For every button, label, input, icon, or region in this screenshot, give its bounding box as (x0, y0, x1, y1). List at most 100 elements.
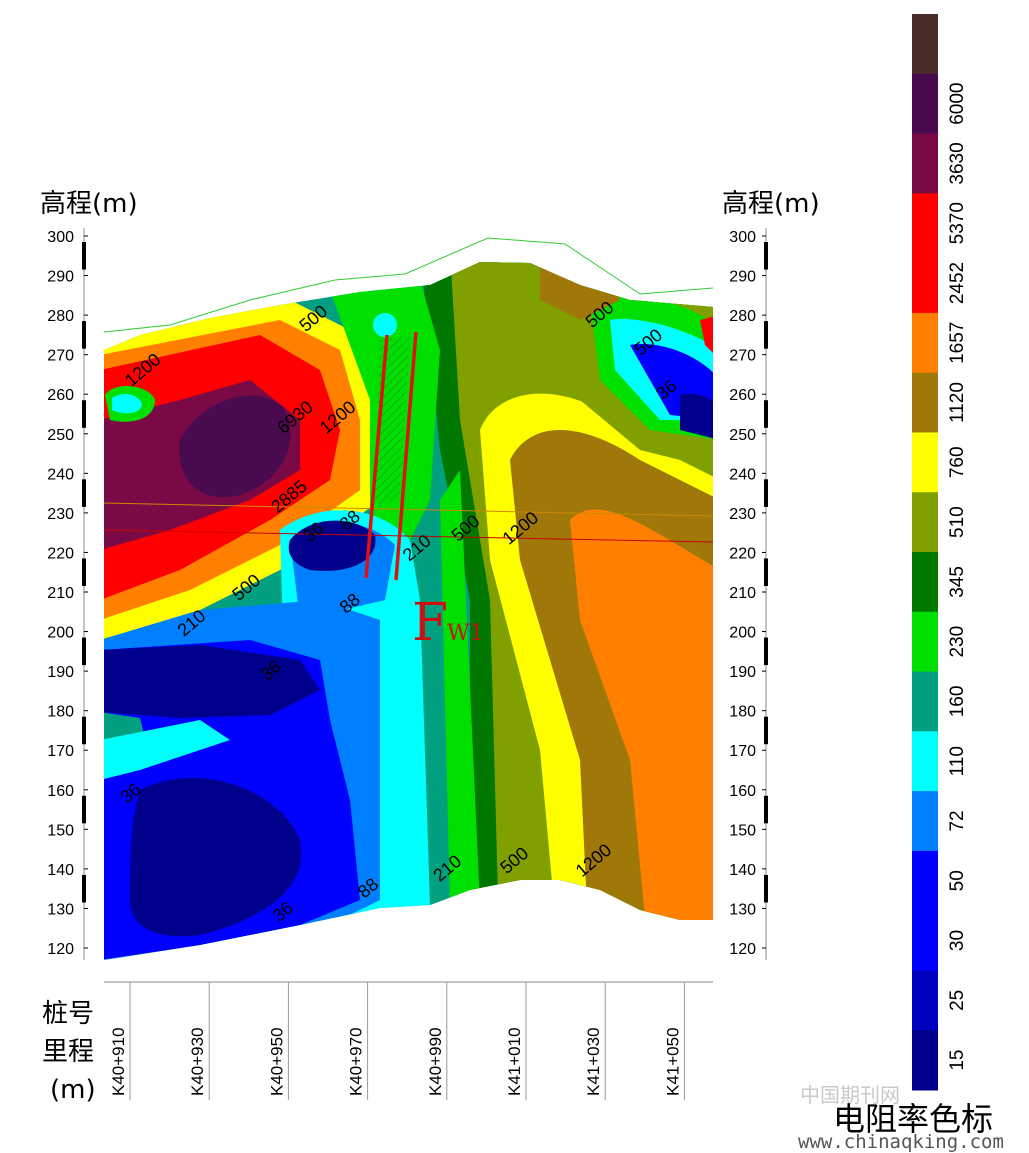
zone-lower-cyan (104, 720, 230, 780)
left-y-tick-label: 240 (47, 466, 74, 483)
stake-axis-title-line-3: (m) (50, 1075, 96, 1105)
stake-tick-label: K40+950 (267, 1027, 286, 1096)
right-scale-segment (764, 716, 768, 745)
left-y-tick-label: 290 (47, 269, 74, 286)
stake-tick-label: K40+930 (188, 1027, 207, 1096)
stake-tick-label: K40+990 (426, 1027, 445, 1096)
right-scale-segment (764, 795, 768, 824)
right-y-tick-label: 120 (729, 941, 756, 958)
right-y-tick-label: 280 (729, 308, 756, 325)
right-y-tick-label: 170 (729, 743, 756, 760)
right-scale-segment (764, 400, 768, 428)
colorbar-swatch (912, 312, 938, 374)
left-y-tick-label: 200 (47, 625, 74, 642)
right-scale-segment (764, 874, 768, 903)
right-y-tick-label: 180 (729, 704, 756, 721)
stake-tick-label: K41+050 (663, 1027, 682, 1096)
left-y-tick-label: 260 (47, 387, 74, 404)
right-y-tick-label: 160 (729, 783, 756, 800)
fault-label: F (412, 593, 448, 653)
left-y-tick-label: 220 (47, 545, 74, 562)
left-y-tick-label: 280 (47, 308, 74, 325)
stake-tick-label: K41+010 (505, 1027, 524, 1096)
left-scale-segment (82, 321, 86, 349)
left-elevation-axis: 高程(m) 300 290 280 270 260 250 240 230 220 210 200 1… (40, 189, 138, 960)
stake-axis-title-line-1: 桩号 (42, 999, 94, 1029)
left-y-tick-label: 160 (47, 783, 74, 800)
right-y-tick-label: 300 (729, 229, 756, 246)
ground-surface-line (103, 237, 714, 333)
right-scale-segment (764, 321, 768, 349)
watermark-cn: 中国期刊网 (800, 1083, 900, 1107)
colorbar-swatch (912, 492, 938, 553)
resistivity-section (104, 262, 713, 960)
zone-top-right-darkblue (680, 393, 713, 440)
zone-lower-darkblue-1 (104, 645, 320, 718)
colorbar-swatch (912, 253, 938, 314)
right-y-tick-label: 150 (729, 822, 756, 839)
left-y-tick-label: 180 (47, 704, 74, 721)
left-scale-segment (82, 795, 86, 824)
colorbar-label: 25 (947, 990, 968, 1011)
colorbar-label: 30 (947, 930, 968, 951)
right-y-tick-label: 200 (729, 625, 756, 642)
colorbar-label: 760 (947, 446, 968, 478)
colorbar-label: 3630 (947, 142, 968, 184)
right-y-tick-label: 190 (729, 664, 756, 681)
left-scale-segment (82, 874, 86, 903)
left-y-tick-label: 250 (47, 427, 74, 444)
horizontal-trace-line-2 (103, 529, 714, 543)
left-y-tick-label: 150 (47, 822, 74, 839)
zone-fault-green (440, 470, 480, 905)
stake-axis-title-line-2: 里程 (42, 1037, 94, 1067)
zone-top-cyan-spot (373, 313, 397, 337)
zone-left-purple (179, 395, 291, 498)
right-y-tick-label: 220 (729, 545, 756, 562)
horizontal-trace-line-1 (103, 502, 714, 517)
colorbar-label: 5370 (947, 202, 968, 244)
colorbar: 6000 3630 5370 2452 1657 1120 760 510 345 230 160 1… (833, 14, 993, 1138)
colorbar-title: 电阻率色标 (833, 1100, 993, 1138)
zone-lower-darkblue-2 (130, 778, 302, 937)
colorbar-swatch (912, 193, 938, 254)
colorbar-swatch (912, 850, 938, 912)
colorbar-swatch (912, 552, 938, 613)
right-scale-segment (764, 479, 768, 507)
zone-fault-teal (420, 560, 450, 905)
watermark-url: www.chinaqking.com (798, 1131, 1004, 1153)
right-y-tick-label: 140 (729, 862, 756, 879)
stake-axis: 桩号 里程 (m) K40+910 K40+930 K40+950 K40+970 K4… (42, 981, 713, 1105)
left-y-tick-label: 210 (47, 585, 74, 602)
right-scale-segment (764, 558, 768, 586)
colorbar-swatch (912, 611, 938, 673)
right-axis-title: 高程(m) (722, 189, 820, 219)
left-y-tick-label: 140 (47, 862, 74, 879)
left-scale-segment (82, 637, 86, 666)
left-y-tick-label: 270 (47, 348, 74, 365)
colorbar-label: 110 (947, 746, 968, 776)
colorbar-swatch (912, 73, 938, 135)
right-y-tick-label: 250 (729, 427, 756, 444)
left-y-tick-label: 190 (47, 664, 74, 681)
zone-mid-darkblue (288, 520, 376, 571)
left-scale-segment (82, 242, 86, 270)
right-y-tick-label: 240 (729, 466, 756, 483)
right-y-tick-label: 210 (729, 585, 756, 602)
fault-label-subscript: W1 (447, 621, 484, 646)
stake-tick-label: K40+910 (109, 1027, 128, 1096)
right-y-tick-label: 290 (729, 269, 756, 286)
colorbar-swatch (912, 14, 938, 75)
right-scale-segment (764, 242, 768, 270)
colorbar-swatch (912, 970, 938, 1031)
zone-left-top-blue (112, 394, 142, 414)
right-y-tick-label: 270 (729, 348, 756, 365)
colorbar-label: 230 (947, 626, 968, 658)
colorbar-label: 72 (947, 810, 968, 831)
colorbar-label: 160 (947, 686, 968, 718)
zone-fault-cyan (380, 560, 430, 908)
fault-line-1 (364, 334, 389, 579)
left-y-tick-label: 130 (47, 901, 74, 918)
stake-tick-label: K40+970 (347, 1027, 366, 1096)
right-elevation-axis: 高程(m) 300 290 280 270 260 250 240 230 220 210 200 1… (722, 189, 820, 960)
left-scale-segment (82, 400, 86, 428)
